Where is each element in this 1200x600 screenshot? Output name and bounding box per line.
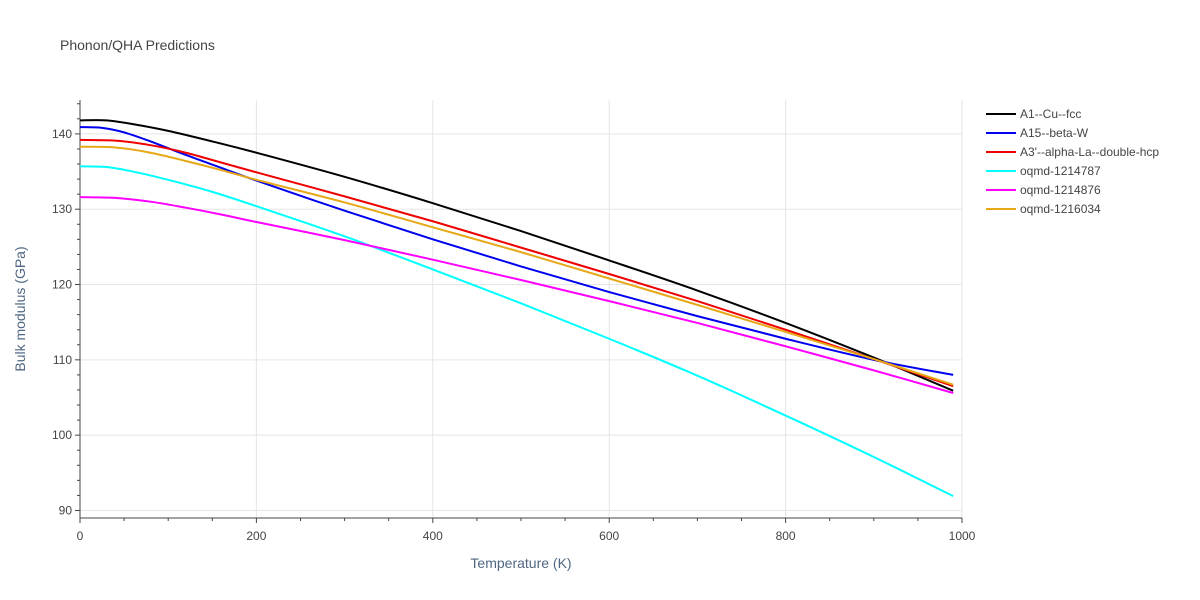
- legend-label-2: A15--beta-W: [1020, 126, 1089, 140]
- legend-label-1: A1--Cu--fcc: [1020, 107, 1081, 121]
- series-line-1: [79, 119, 954, 392]
- chart-title: Phonon/QHA Predictions: [60, 37, 215, 53]
- x-tick-label: 600: [599, 529, 619, 543]
- grid-layer: [80, 100, 963, 518]
- series-line-3: [79, 138, 954, 388]
- legend-label-4: oqmd-1214787: [1020, 164, 1101, 178]
- series-line-4: [79, 165, 954, 498]
- y-tick-label: 100: [52, 428, 72, 442]
- x-axis-title: Temperature (K): [470, 555, 571, 571]
- legend-label-5: oqmd-1214876: [1020, 183, 1101, 197]
- x-tick-label: 400: [423, 529, 443, 543]
- x-tick-label: 1000: [949, 529, 976, 543]
- series-line-5: [79, 196, 954, 394]
- y-tick-label: 120: [52, 278, 72, 292]
- x-tick-label: 800: [776, 529, 796, 543]
- axes-layer: 0 200 400 600 800 1000 90 100 110 120 130 140: [52, 100, 976, 543]
- series-layer: [79, 119, 954, 498]
- series-line-2: [79, 126, 954, 376]
- y-axis-title: Bulk modulus (GPa): [12, 246, 28, 371]
- series-line-6: [79, 145, 954, 386]
- legend-label-3: A3'--alpha-La--double-hcp: [1020, 145, 1159, 159]
- y-tick-label: 140: [52, 127, 72, 141]
- y-tick-label: 130: [52, 202, 72, 216]
- x-tick-label: 0: [77, 529, 84, 543]
- x-tick-label: 200: [246, 529, 266, 543]
- y-tick-label: 110: [53, 353, 72, 367]
- legend: A1--Cu--fcc A15--beta-W A3'--alpha-La--dou…: [986, 107, 1159, 216]
- y-tick-label: 90: [59, 503, 73, 517]
- legend-label-6: oqmd-1216034: [1020, 202, 1101, 216]
